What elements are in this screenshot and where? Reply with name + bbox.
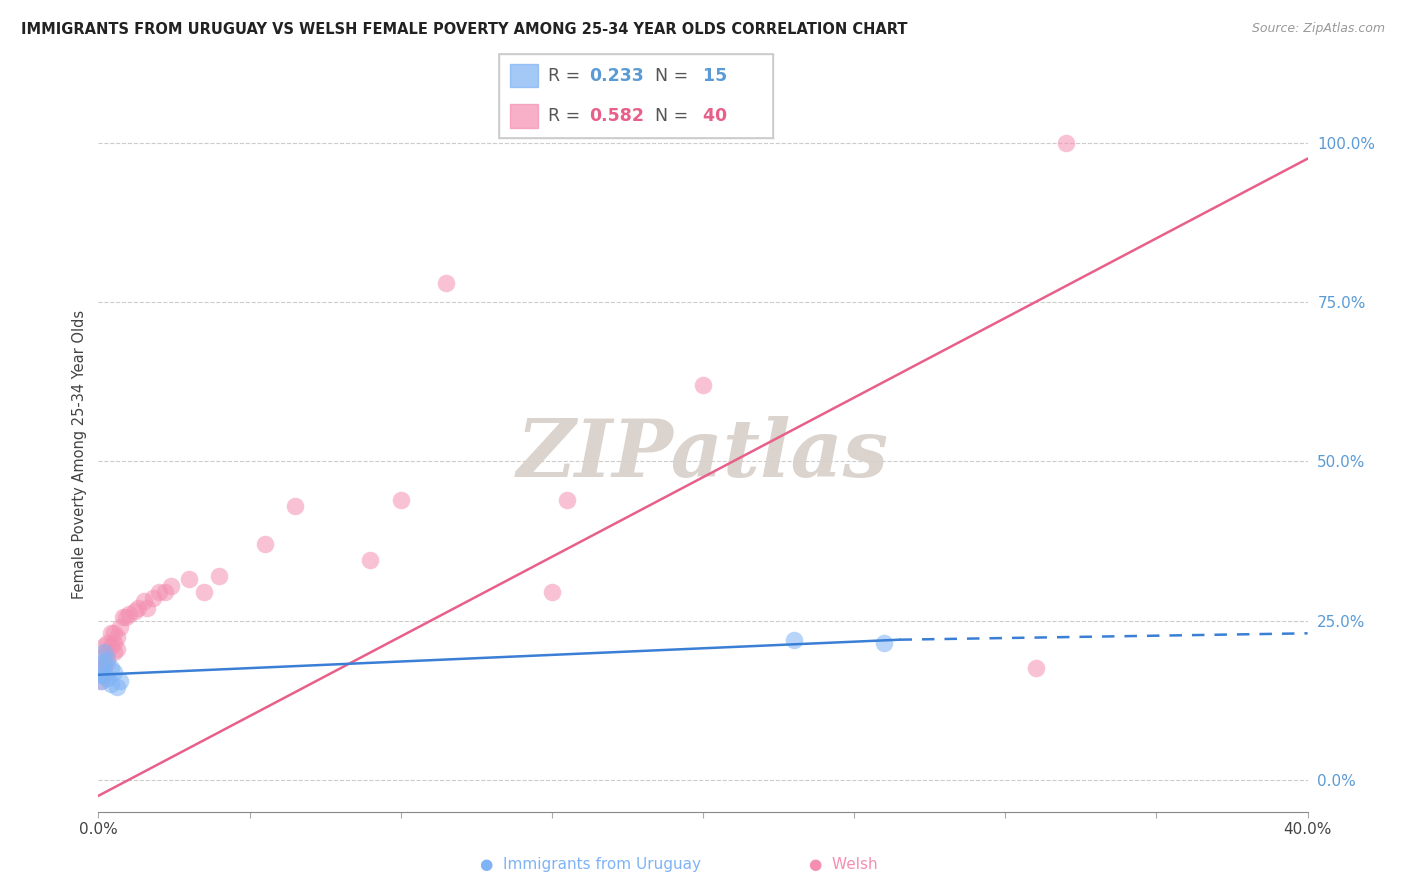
Text: IMMIGRANTS FROM URUGUAY VS WELSH FEMALE POVERTY AMONG 25-34 YEAR OLDS CORRELATIO: IMMIGRANTS FROM URUGUAY VS WELSH FEMALE … bbox=[21, 22, 908, 37]
Point bbox=[93, 667, 115, 681]
Text: 40: 40 bbox=[696, 107, 727, 125]
Point bbox=[96, 645, 118, 659]
Point bbox=[105, 642, 128, 657]
Point bbox=[124, 604, 146, 618]
Point bbox=[1054, 136, 1077, 150]
Point bbox=[434, 276, 457, 290]
Point bbox=[111, 610, 134, 624]
Point bbox=[127, 600, 149, 615]
Text: R =: R = bbox=[548, 67, 586, 85]
Point bbox=[96, 652, 118, 666]
FancyBboxPatch shape bbox=[510, 63, 537, 87]
Point bbox=[692, 377, 714, 392]
Point bbox=[135, 600, 157, 615]
Text: 0.233: 0.233 bbox=[589, 67, 644, 85]
Text: R =: R = bbox=[548, 107, 586, 125]
Point bbox=[103, 636, 125, 650]
Point bbox=[142, 591, 165, 606]
Text: ZIPatlas: ZIPatlas bbox=[517, 417, 889, 493]
Point bbox=[96, 671, 118, 685]
Point bbox=[90, 661, 112, 675]
Text: N =: N = bbox=[655, 67, 695, 85]
Point bbox=[90, 661, 112, 675]
Point bbox=[100, 661, 122, 675]
Point bbox=[90, 667, 112, 681]
Point bbox=[555, 492, 578, 507]
Point bbox=[103, 645, 125, 659]
Text: ●  Welsh: ● Welsh bbox=[810, 857, 877, 872]
Point bbox=[208, 569, 231, 583]
Point bbox=[132, 594, 155, 608]
Point bbox=[100, 626, 122, 640]
Point bbox=[93, 645, 115, 659]
Point bbox=[96, 636, 118, 650]
Point bbox=[360, 553, 382, 567]
Point bbox=[118, 607, 141, 622]
Point bbox=[108, 620, 131, 634]
Text: ●  Immigrants from Uruguay: ● Immigrants from Uruguay bbox=[479, 857, 702, 872]
Point bbox=[100, 639, 122, 653]
Point bbox=[540, 585, 562, 599]
Point bbox=[153, 585, 176, 599]
Point bbox=[93, 655, 115, 669]
Point bbox=[96, 655, 118, 669]
Point bbox=[103, 665, 125, 679]
Point bbox=[873, 636, 896, 650]
Point bbox=[93, 639, 115, 653]
Text: 0.582: 0.582 bbox=[589, 107, 644, 125]
Point bbox=[284, 499, 307, 513]
Point bbox=[1024, 661, 1046, 675]
Point bbox=[105, 630, 128, 644]
Point bbox=[160, 578, 183, 592]
Point bbox=[90, 674, 112, 689]
Text: Source: ZipAtlas.com: Source: ZipAtlas.com bbox=[1251, 22, 1385, 36]
Point bbox=[148, 585, 170, 599]
Point bbox=[783, 632, 806, 647]
Point bbox=[103, 626, 125, 640]
Point bbox=[100, 677, 122, 691]
FancyBboxPatch shape bbox=[510, 104, 537, 128]
Point bbox=[93, 648, 115, 663]
Point bbox=[389, 492, 412, 507]
Point bbox=[105, 681, 128, 695]
Point bbox=[90, 674, 112, 689]
Point bbox=[193, 585, 215, 599]
Y-axis label: Female Poverty Among 25-34 Year Olds: Female Poverty Among 25-34 Year Olds bbox=[72, 310, 87, 599]
Point bbox=[114, 610, 136, 624]
Point bbox=[93, 661, 115, 675]
Point bbox=[108, 674, 131, 689]
Point bbox=[179, 572, 201, 586]
Text: 15: 15 bbox=[696, 67, 727, 85]
Text: N =: N = bbox=[655, 107, 695, 125]
Point bbox=[253, 537, 276, 551]
